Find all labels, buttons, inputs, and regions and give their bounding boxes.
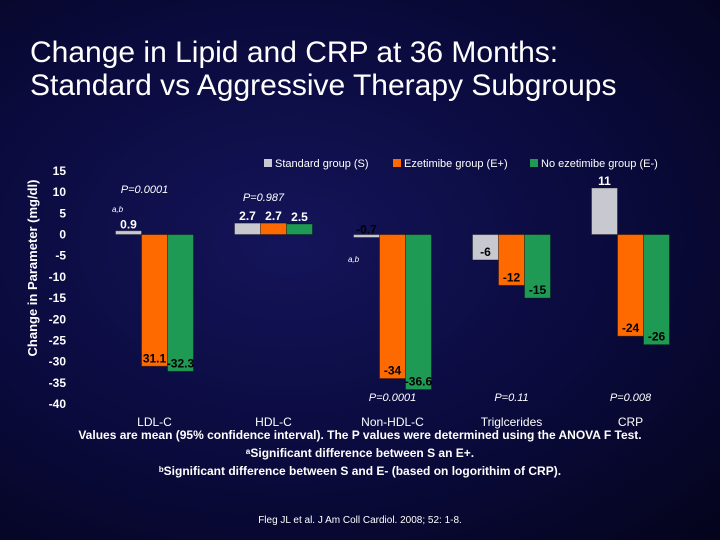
citation: Fleg JL et al. J Am Coll Cardiol. 2008; … bbox=[258, 515, 462, 526]
y-tick-label: -15 bbox=[49, 291, 67, 305]
legend-label: Standard group (S) bbox=[275, 158, 369, 170]
legend-label: No ezetimibe group (E-) bbox=[541, 158, 658, 170]
y-tick-label: -30 bbox=[49, 355, 67, 369]
footnote-values: Values are mean (95% confidence interval… bbox=[78, 428, 642, 442]
y-tick-label: 0 bbox=[59, 228, 66, 242]
data-label: 2.7 bbox=[239, 209, 256, 223]
bar-hdl-c-1 bbox=[260, 222, 287, 236]
data-label: 0.9 bbox=[120, 218, 137, 232]
y-tick-label: -25 bbox=[49, 333, 67, 347]
annotation: a,b bbox=[348, 255, 360, 264]
data-label: 31.1 bbox=[143, 351, 167, 365]
bar-crp-2 bbox=[643, 234, 670, 346]
y-tick-label: 15 bbox=[53, 164, 67, 178]
bar-triglcerides-2 bbox=[524, 234, 551, 299]
bar-ldl-c-0 bbox=[115, 230, 142, 236]
data-label: -36.6 bbox=[405, 375, 433, 389]
slide-title-line-2: Standard vs Aggressive Therapy Subgroups bbox=[30, 69, 617, 102]
y-tick-label: -40 bbox=[49, 397, 67, 411]
annotation: a,b bbox=[112, 205, 124, 214]
legend-swatch bbox=[393, 159, 401, 167]
y-tick-label: -35 bbox=[49, 376, 67, 390]
data-label: -26 bbox=[648, 330, 666, 344]
chart: Change in Parameter (mg/dl) 15 10 5 0 -5 -10 -1… bbox=[25, 158, 670, 429]
bar-ldl-c-2 bbox=[167, 234, 194, 372]
legend-swatch bbox=[530, 159, 538, 167]
x-tick-label: Triglcerides bbox=[481, 415, 543, 429]
y-tick-label: 5 bbox=[59, 206, 66, 220]
data-label: -0.7 bbox=[356, 223, 377, 237]
bar-hdl-c-0 bbox=[234, 222, 261, 236]
x-tick-label: CRP bbox=[618, 415, 643, 429]
y-tick-label: -10 bbox=[49, 270, 67, 284]
bar-non-hdl-c-2 bbox=[405, 234, 432, 391]
y-axis-label: Change in Parameter (mg/dl) bbox=[25, 180, 40, 357]
data-label: -34 bbox=[384, 364, 402, 378]
annotation: P=0.0001 bbox=[369, 392, 416, 404]
bar-triglcerides-1 bbox=[498, 234, 525, 286]
x-tick-label: HDL-C bbox=[255, 415, 292, 429]
legend-label: Ezetimibe group (E+) bbox=[404, 158, 508, 170]
slide-title: Change in Lipid and CRP at 36 Months: St… bbox=[30, 36, 710, 102]
data-label: 2.7 bbox=[265, 209, 282, 223]
data-label: -32.3 bbox=[167, 356, 195, 370]
annotation: P=0.008 bbox=[610, 392, 652, 404]
data-label: -6 bbox=[480, 245, 491, 259]
y-tick-label: 10 bbox=[53, 185, 67, 199]
x-tick-label: Non-HDL-C bbox=[361, 415, 424, 429]
x-tick-label: LDL-C bbox=[137, 415, 172, 429]
annotation: P=0.11 bbox=[494, 392, 528, 404]
bar-crp-1 bbox=[617, 234, 644, 337]
footnote-b: ᵇSignificant difference between S and E-… bbox=[158, 464, 562, 478]
bar-crp-0 bbox=[591, 187, 618, 236]
legend-swatch bbox=[264, 159, 272, 167]
annotation: P=0.987 bbox=[243, 192, 285, 204]
annotation: P=0.0001 bbox=[121, 184, 168, 196]
y-tick-label: -5 bbox=[55, 249, 66, 263]
data-label: -12 bbox=[503, 270, 521, 284]
bar-hdl-c-2 bbox=[286, 223, 313, 236]
slide-title-line-1: Change in Lipid and CRP at 36 Months: bbox=[30, 36, 559, 69]
data-label: -15 bbox=[529, 283, 547, 297]
data-label: 11 bbox=[598, 174, 611, 188]
bar-ldl-c-1 bbox=[141, 234, 168, 367]
footnote-a: ᵃSignificant difference between S an E+. bbox=[245, 446, 475, 460]
data-label: 2.5 bbox=[291, 210, 308, 224]
data-label: -24 bbox=[622, 321, 640, 335]
y-tick-label: -20 bbox=[49, 312, 67, 326]
bar-non-hdl-c-1 bbox=[379, 234, 406, 380]
